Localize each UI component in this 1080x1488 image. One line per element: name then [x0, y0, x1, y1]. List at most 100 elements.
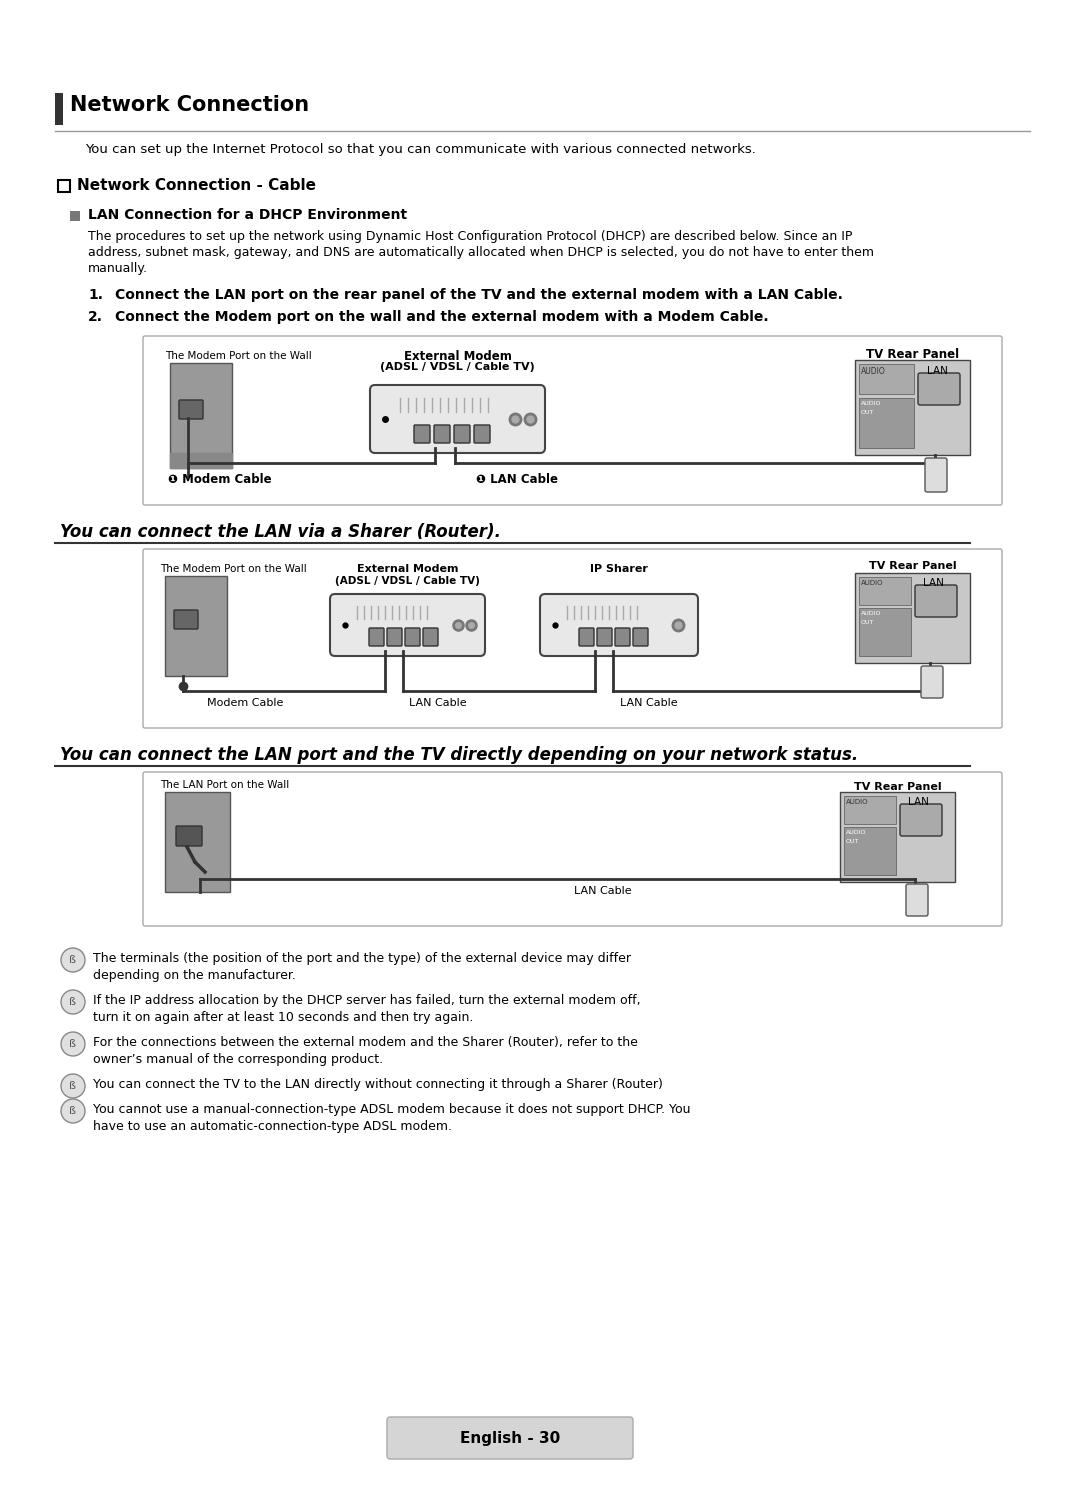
Text: owner’s manual of the corresponding product.: owner’s manual of the corresponding prod…: [93, 1054, 383, 1065]
Text: have to use an automatic-connection-type ADSL modem.: have to use an automatic-connection-type…: [93, 1120, 453, 1132]
Text: manually.: manually.: [87, 262, 148, 275]
Bar: [859, 577, 912, 606]
Text: You can connect the LAN via a Sharer (Router).: You can connect the LAN via a Sharer (Ro…: [60, 522, 501, 542]
Bar: [840, 792, 955, 882]
Text: ß: ß: [69, 1080, 77, 1091]
Circle shape: [60, 948, 85, 972]
Text: If the IP address allocation by the DHCP server has failed, turn the external mo: If the IP address allocation by the DHCP…: [93, 994, 640, 1007]
Circle shape: [60, 990, 85, 1013]
Text: LAN Connection for a DHCP Environment: LAN Connection for a DHCP Environment: [87, 208, 407, 222]
Bar: [855, 573, 970, 664]
Text: English - 30: English - 30: [460, 1431, 561, 1446]
FancyBboxPatch shape: [540, 594, 698, 656]
Text: (ADSL / VDSL / Cable TV): (ADSL / VDSL / Cable TV): [335, 576, 480, 586]
FancyBboxPatch shape: [434, 426, 450, 443]
FancyBboxPatch shape: [924, 458, 947, 493]
Bar: [170, 363, 232, 469]
FancyBboxPatch shape: [143, 336, 1002, 504]
FancyBboxPatch shape: [405, 628, 420, 646]
FancyBboxPatch shape: [176, 826, 202, 847]
Text: AUDIO: AUDIO: [861, 580, 883, 586]
Text: (ADSL / VDSL / Cable TV): (ADSL / VDSL / Cable TV): [380, 362, 535, 372]
Text: ❶ Modem Cable: ❶ Modem Cable: [168, 473, 272, 487]
Bar: [859, 397, 914, 448]
FancyBboxPatch shape: [579, 628, 594, 646]
Text: The procedures to set up the network using Dynamic Host Configuration Protocol (: The procedures to set up the network usi…: [87, 231, 852, 243]
FancyBboxPatch shape: [921, 667, 943, 698]
Text: LAN Cable: LAN Cable: [408, 698, 467, 708]
Bar: [55, 92, 63, 125]
Text: depending on the manufacturer.: depending on the manufacturer.: [93, 969, 296, 982]
Bar: [859, 609, 912, 656]
Text: IP Sharer: IP Sharer: [590, 564, 648, 574]
Polygon shape: [170, 452, 232, 469]
Bar: [165, 792, 230, 891]
Bar: [843, 796, 896, 824]
FancyBboxPatch shape: [179, 400, 203, 420]
Text: ß: ß: [69, 997, 77, 1007]
Text: Network Connection: Network Connection: [70, 95, 309, 115]
Text: You cannot use a manual-connection-type ADSL modem because it does not support D: You cannot use a manual-connection-type …: [93, 1103, 690, 1116]
Text: You can connect the TV to the LAN directly without connecting it through a Share: You can connect the TV to the LAN direct…: [93, 1077, 663, 1091]
Text: TV Rear Panel: TV Rear Panel: [868, 561, 956, 571]
Text: LAN: LAN: [927, 366, 948, 376]
Text: External Modem: External Modem: [356, 564, 458, 574]
Text: Modem Cable: Modem Cable: [206, 698, 283, 708]
Text: address, subnet mask, gateway, and DNS are automatically allocated when DHCP is : address, subnet mask, gateway, and DNS a…: [87, 246, 874, 259]
FancyBboxPatch shape: [915, 585, 957, 618]
Circle shape: [60, 1074, 85, 1098]
Text: ß: ß: [69, 1039, 77, 1049]
FancyBboxPatch shape: [387, 628, 402, 646]
FancyBboxPatch shape: [454, 426, 470, 443]
Text: OUT: OUT: [861, 620, 875, 625]
Text: ❶ LAN Cable: ❶ LAN Cable: [476, 473, 558, 487]
FancyBboxPatch shape: [330, 594, 485, 656]
FancyBboxPatch shape: [597, 628, 612, 646]
FancyBboxPatch shape: [474, 426, 490, 443]
FancyBboxPatch shape: [174, 610, 198, 629]
Text: AUDIO: AUDIO: [846, 799, 868, 805]
Bar: [843, 827, 896, 875]
FancyBboxPatch shape: [143, 549, 1002, 728]
Bar: [859, 365, 914, 394]
Text: For the connections between the external modem and the Sharer (Router), refer to: For the connections between the external…: [93, 1036, 638, 1049]
Text: 1.: 1.: [87, 289, 103, 302]
Text: Connect the Modem port on the wall and the external modem with a Modem Cable.: Connect the Modem port on the wall and t…: [114, 310, 769, 324]
Text: The terminals (the position of the port and the type) of the external device may: The terminals (the position of the port …: [93, 952, 631, 966]
Text: LAN Cable: LAN Cable: [620, 698, 678, 708]
FancyBboxPatch shape: [143, 772, 1002, 926]
FancyBboxPatch shape: [918, 373, 960, 405]
Circle shape: [60, 1033, 85, 1056]
Text: The Modem Port on the Wall: The Modem Port on the Wall: [165, 351, 312, 362]
FancyBboxPatch shape: [370, 385, 545, 452]
Text: AUDIO: AUDIO: [846, 830, 866, 835]
Bar: [70, 211, 80, 222]
Text: ß: ß: [69, 955, 77, 966]
Text: LAN: LAN: [923, 577, 944, 588]
Text: The LAN Port on the Wall: The LAN Port on the Wall: [160, 780, 289, 790]
FancyBboxPatch shape: [423, 628, 438, 646]
Text: turn it on again after at least 10 seconds and then try again.: turn it on again after at least 10 secon…: [93, 1010, 473, 1024]
FancyBboxPatch shape: [387, 1417, 633, 1460]
Text: OUT: OUT: [861, 411, 875, 415]
Text: Network Connection - Cable: Network Connection - Cable: [77, 179, 316, 193]
Bar: [165, 576, 227, 676]
Text: You can set up the Internet Protocol so that you can communicate with various co: You can set up the Internet Protocol so …: [85, 143, 756, 156]
Bar: [58, 180, 70, 192]
Text: Connect the LAN port on the rear panel of the TV and the external modem with a L: Connect the LAN port on the rear panel o…: [114, 289, 842, 302]
FancyBboxPatch shape: [906, 884, 928, 917]
Text: 2.: 2.: [87, 310, 103, 324]
Circle shape: [60, 1100, 85, 1123]
Text: AUDIO: AUDIO: [861, 368, 886, 376]
FancyBboxPatch shape: [369, 628, 384, 646]
Text: TV Rear Panel: TV Rear Panel: [853, 783, 942, 792]
FancyBboxPatch shape: [414, 426, 430, 443]
Text: ß: ß: [69, 1106, 77, 1116]
FancyBboxPatch shape: [615, 628, 630, 646]
Text: You can connect the LAN port and the TV directly depending on your network statu: You can connect the LAN port and the TV …: [60, 745, 859, 763]
Text: AUDIO: AUDIO: [861, 612, 881, 616]
FancyBboxPatch shape: [633, 628, 648, 646]
Text: TV Rear Panel: TV Rear Panel: [866, 348, 959, 362]
Text: OUT: OUT: [846, 839, 860, 844]
Bar: [855, 360, 970, 455]
